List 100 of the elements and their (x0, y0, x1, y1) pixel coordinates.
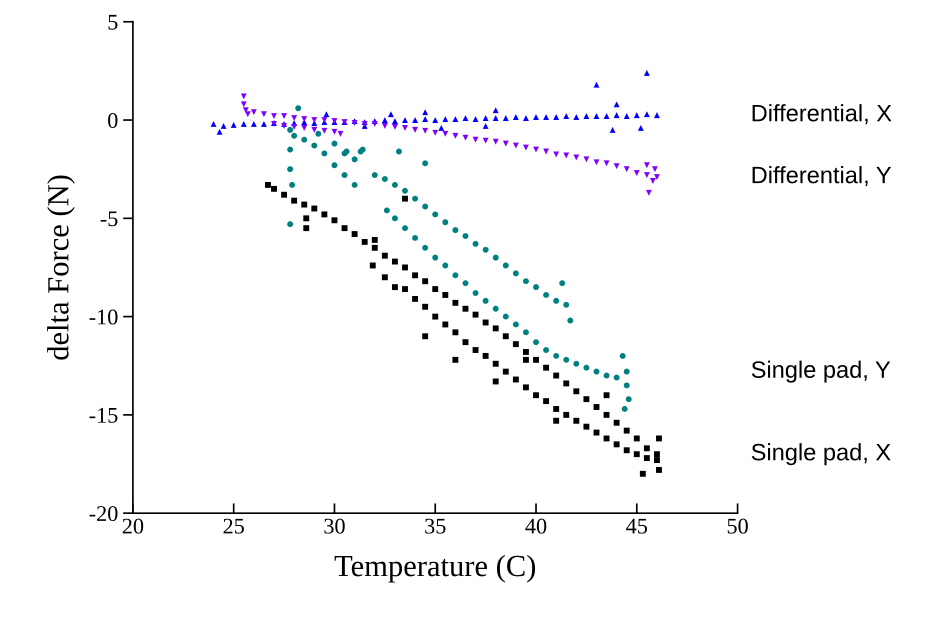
point (301, 124, 308, 131)
point (442, 116, 448, 122)
point (311, 126, 318, 133)
point (522, 115, 529, 122)
x-tick-label: 40 (525, 518, 546, 534)
point (563, 113, 570, 120)
point (452, 116, 458, 122)
point (240, 101, 247, 108)
point (644, 162, 650, 168)
point (492, 138, 499, 145)
point (594, 159, 600, 166)
y-tick-label: -10 (90, 310, 118, 325)
point (432, 130, 438, 136)
point (210, 121, 216, 127)
point (624, 166, 630, 172)
y-tick-label: -20 (90, 506, 118, 522)
point (432, 117, 438, 123)
point (573, 114, 580, 120)
point (533, 146, 539, 152)
point (482, 115, 489, 122)
point (492, 115, 499, 122)
point (482, 138, 489, 144)
point (216, 128, 223, 135)
point (301, 116, 308, 122)
point (311, 117, 318, 123)
text: Differential, Y (752, 166, 892, 186)
point (502, 140, 509, 147)
point (644, 111, 650, 118)
point (332, 128, 338, 135)
point (573, 154, 580, 160)
point (472, 116, 478, 122)
point (392, 118, 398, 124)
point (610, 126, 616, 133)
y-tick-label: 0 (108, 112, 118, 128)
point (402, 124, 408, 131)
x-tick-label: 20 (122, 518, 144, 534)
point (543, 148, 550, 154)
point (583, 156, 590, 162)
x-tick-label: 50 (728, 518, 748, 534)
point (604, 113, 610, 120)
point (392, 124, 398, 130)
point (614, 163, 620, 170)
point (281, 113, 288, 120)
point (250, 121, 257, 127)
point (638, 124, 644, 131)
point (594, 82, 600, 88)
point (372, 121, 378, 127)
x-tick-label: 35 (425, 518, 446, 534)
point (250, 109, 257, 116)
x-tick-label: 25 (224, 518, 244, 534)
point (654, 112, 660, 118)
x-tick-label: 45 (626, 518, 648, 534)
point (553, 151, 560, 158)
point (594, 113, 600, 120)
point (220, 122, 227, 129)
point (230, 122, 237, 128)
x-axis-title: Temperature (C) (334, 554, 536, 583)
point (644, 172, 650, 178)
point (240, 94, 247, 100)
point (338, 130, 344, 137)
text: Differential, X (752, 104, 892, 124)
point (462, 115, 468, 122)
point (382, 122, 388, 129)
point (634, 170, 640, 176)
text: Single pad, Y (752, 360, 890, 383)
y-axis-title: delta Force (N) (47, 175, 75, 360)
point (604, 160, 610, 166)
point (646, 190, 652, 196)
point (522, 144, 529, 151)
point (412, 126, 418, 133)
point (502, 115, 509, 122)
point (614, 112, 620, 118)
x-tick-label: 30 (324, 518, 345, 534)
point (624, 113, 630, 120)
y-tick-label: 5 (108, 14, 118, 30)
point (543, 114, 550, 120)
point (442, 130, 448, 137)
point (492, 107, 499, 114)
point (553, 114, 560, 120)
point (260, 121, 267, 127)
point (644, 70, 650, 76)
point (402, 117, 408, 123)
point (563, 152, 570, 158)
point (291, 124, 298, 130)
point (271, 113, 277, 120)
point (654, 174, 660, 180)
point (422, 116, 428, 122)
point (652, 166, 658, 172)
point (422, 128, 428, 134)
point (240, 121, 247, 127)
point (482, 122, 489, 129)
point (512, 142, 519, 149)
point (438, 124, 444, 131)
point (512, 114, 519, 120)
point (412, 117, 418, 123)
point (244, 111, 251, 118)
y-tick-label: -5 (100, 211, 118, 226)
point (614, 101, 620, 108)
point (634, 112, 640, 118)
point (321, 128, 328, 134)
